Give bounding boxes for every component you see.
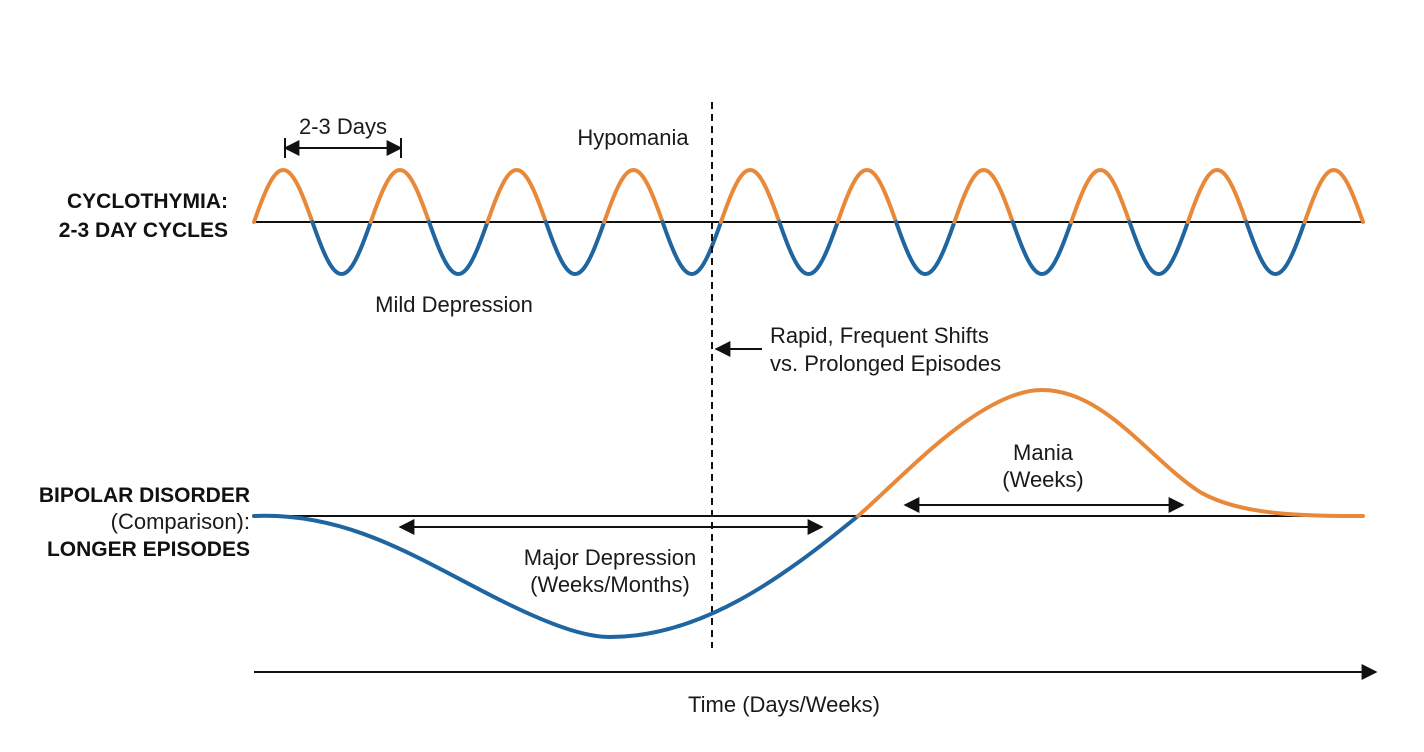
comparison-divider: Rapid, Frequent Shifts vs. Prolonged Epi… <box>711 102 1001 648</box>
divider-label-line2: vs. Prolonged Episodes <box>770 351 1001 376</box>
hypomania-half-wave <box>952 167 1015 224</box>
bipolar-title-line3: LONGER EPISODES <box>47 538 250 561</box>
mild-depression-half-wave <box>1127 220 1190 277</box>
bipolar-panel: BIPOLAR DISORDER (Comparison): LONGER EP… <box>39 387 1365 640</box>
mania-label-line2: (Weeks) <box>1002 467 1084 492</box>
mania-label-line1: Mania <box>1013 440 1074 465</box>
cyclothymia-title-line2: 2-3 DAY CYCLES <box>59 219 228 242</box>
hypomania-half-wave <box>835 167 899 224</box>
hypomania-half-wave <box>485 167 548 224</box>
mild-depression-half-wave <box>1010 220 1074 277</box>
mild-depression-half-wave <box>1244 220 1307 277</box>
divider-label-line1: Rapid, Frequent Shifts <box>770 323 989 348</box>
mild-depression-half-wave <box>777 220 840 277</box>
major-depression-curve <box>252 513 860 640</box>
hypomania-label: Hypomania <box>577 125 689 150</box>
hypomania-half-wave <box>252 167 315 224</box>
hypomania-half-wave <box>1302 167 1365 224</box>
mild-depression-half-wave <box>894 220 957 277</box>
cycle-period-label: 2-3 Days <box>299 114 387 139</box>
mild-depression-label: Mild Depression <box>375 292 533 317</box>
time-axis-label: Time (Days/Weeks) <box>688 692 880 717</box>
mild-depression-half-wave <box>310 220 373 277</box>
mild-depression-half-wave <box>427 220 490 277</box>
hypomania-half-wave <box>1185 167 1249 224</box>
hypomania-half-wave <box>368 167 432 224</box>
mild-depression-half-wave <box>543 220 607 277</box>
bipolar-title-line1: BIPOLAR DISORDER <box>39 484 250 507</box>
cyclothymia-wave <box>252 167 1365 277</box>
time-axis: Time (Days/Weeks) <box>254 664 1378 717</box>
cyclothymia-title-line1: CYCLOTHYMIA: <box>67 190 228 213</box>
cyclothymia-panel: CYCLOTHYMIA: 2-3 DAY CYCLES 2-3 Days Hyp… <box>59 114 1365 317</box>
hypomania-half-wave <box>718 167 782 224</box>
bipolar-title-line2: (Comparison): <box>111 509 250 534</box>
hypomania-half-wave <box>1069 167 1132 224</box>
major-depression-label-line1: Major Depression <box>524 545 696 570</box>
mania-curve <box>856 387 1365 518</box>
major-depression-label-line2: (Weeks/Months) <box>530 572 690 597</box>
hypomania-half-wave <box>602 167 665 224</box>
